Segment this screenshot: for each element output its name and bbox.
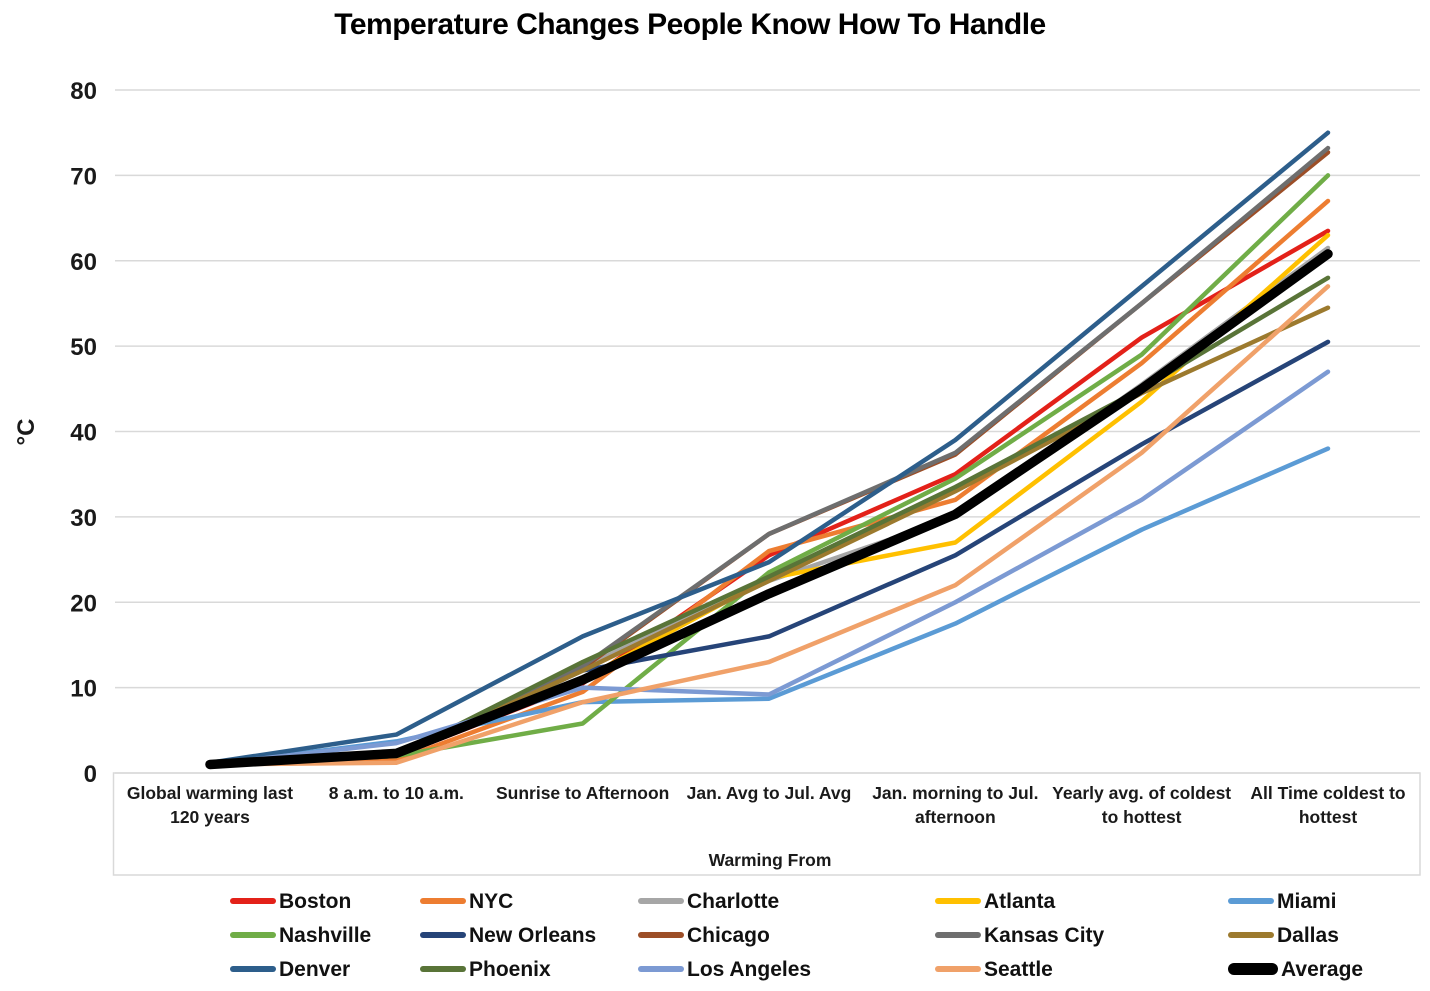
svg-text:Sunrise to Afternoon: Sunrise to Afternoon [496,783,669,803]
svg-text:Jan. Avg to Jul. Avg: Jan. Avg to Jul. Avg [687,783,852,803]
legend-swatch [1228,898,1274,904]
legend-swatch [1228,963,1278,975]
y-tick-label: 20 [70,590,97,617]
svg-text:All Time coldest to: All Time coldest to [1250,783,1405,803]
svg-text:Jan. morning to Jul.: Jan. morning to Jul. [872,783,1038,803]
legend-item-average: Average [1228,956,1363,982]
legend-label: Dallas [1277,923,1339,947]
svg-text:hottest: hottest [1299,807,1358,827]
series-line-miami [207,446,1331,767]
x-category-label: All Time coldest to hottest [1250,783,1405,827]
y-tick-label: 80 [70,78,97,105]
series-line-atlanta [207,232,1331,767]
x-category-label: Jan. Avg to Jul. Avg [687,783,852,803]
legend-item-phoenix: Phoenix [420,956,551,982]
legend-item-chicago: Chicago [638,922,770,948]
legend-item-new-orleans: New Orleans [420,922,596,948]
legend-item-kansas-city: Kansas City [935,922,1104,948]
legend-swatch [230,898,276,904]
legend-label: Phoenix [469,957,551,981]
x-category-label: Yearly avg. of coldest to hottest [1052,783,1231,827]
svg-text:to hottest: to hottest [1102,807,1182,827]
legend-item-nashville: Nashville [230,922,371,948]
legend-swatch [638,898,684,904]
legend-swatch [638,966,684,972]
y-tick-label: 40 [70,420,97,447]
legend-item-seattle: Seattle [935,956,1053,982]
x-category-label: Jan. morning to Jul. afternoon [872,783,1038,827]
legend-swatch [935,932,981,938]
x-category-label: 8 a.m. to 10 a.m. [329,783,464,803]
legend-label: Nashville [279,923,372,947]
y-tick-label: 10 [70,676,97,703]
legend-item-denver: Denver [230,956,350,982]
legend-swatch [420,932,466,938]
legend-label: Denver [279,957,351,981]
legend-label: Atlanta [984,889,1056,913]
x-category-label: Sunrise to Afternoon [496,783,669,803]
legend-item-boston: Boston [230,888,351,914]
y-tick-label: 0 [84,761,97,788]
legend-item-nyc: NYC [420,888,513,914]
legend-swatch [1228,932,1274,938]
legend-label: Average [1281,957,1364,981]
svg-text:Global warming last: Global warming last [127,783,293,803]
legend-item-atlanta: Atlanta [935,888,1055,914]
y-axis-title: °C [13,419,40,446]
series-line-nashville [207,173,1331,767]
legend-label: Kansas City [984,923,1105,947]
legend-swatch [638,932,684,938]
legend-swatch [230,932,276,938]
legend-label: NYC [469,889,514,913]
series-line-kansas-city [207,145,1331,767]
series-line-boston [207,228,1331,767]
legend-label: New Orleans [469,923,597,947]
y-tick-label: 60 [70,249,97,276]
legend-label: Seattle [984,957,1053,981]
svg-text:Yearly avg. of coldest: Yearly avg. of coldest [1052,783,1231,803]
x-category-label: Global warming last 120 years [127,783,293,827]
svg-text:afternoon: afternoon [915,807,996,827]
series-line-seattle [207,284,1331,767]
legend-item-dallas: Dallas [1228,922,1339,948]
legend-swatch [935,966,981,972]
series-line-nyc [207,198,1331,767]
axis-band-border [112,772,1421,876]
legend-item-los-angeles: Los Angeles [638,956,811,982]
legend-label: Los Angeles [687,957,812,981]
chart-title: Temperature Changes People Know How To H… [334,8,1046,41]
legend-label: Chicago [687,923,770,947]
legend-item-miami: Miami [1228,888,1337,914]
x-axis-title: Warming From [709,850,832,870]
series-line-average [205,249,1333,770]
legend-swatch [230,966,276,972]
legend-label: Charlotte [687,889,780,913]
svg-text:8 a.m. to 10 a.m.: 8 a.m. to 10 a.m. [329,783,464,803]
legend-label: Boston [279,889,352,913]
series-line-chicago [207,150,1331,767]
legend-label: Miami [1277,889,1337,913]
series-line-denver [207,130,1331,766]
svg-text:120 years: 120 years [170,807,250,827]
legend-swatch [420,898,466,904]
legend-swatch [420,966,466,972]
y-tick-label: 70 [70,163,97,190]
y-tick-label: 50 [70,334,97,361]
legend-item-charlotte: Charlotte [638,888,779,914]
series-line-los-angeles [207,369,1331,767]
y-tick-label: 30 [70,505,97,532]
legend-swatch [935,898,981,904]
